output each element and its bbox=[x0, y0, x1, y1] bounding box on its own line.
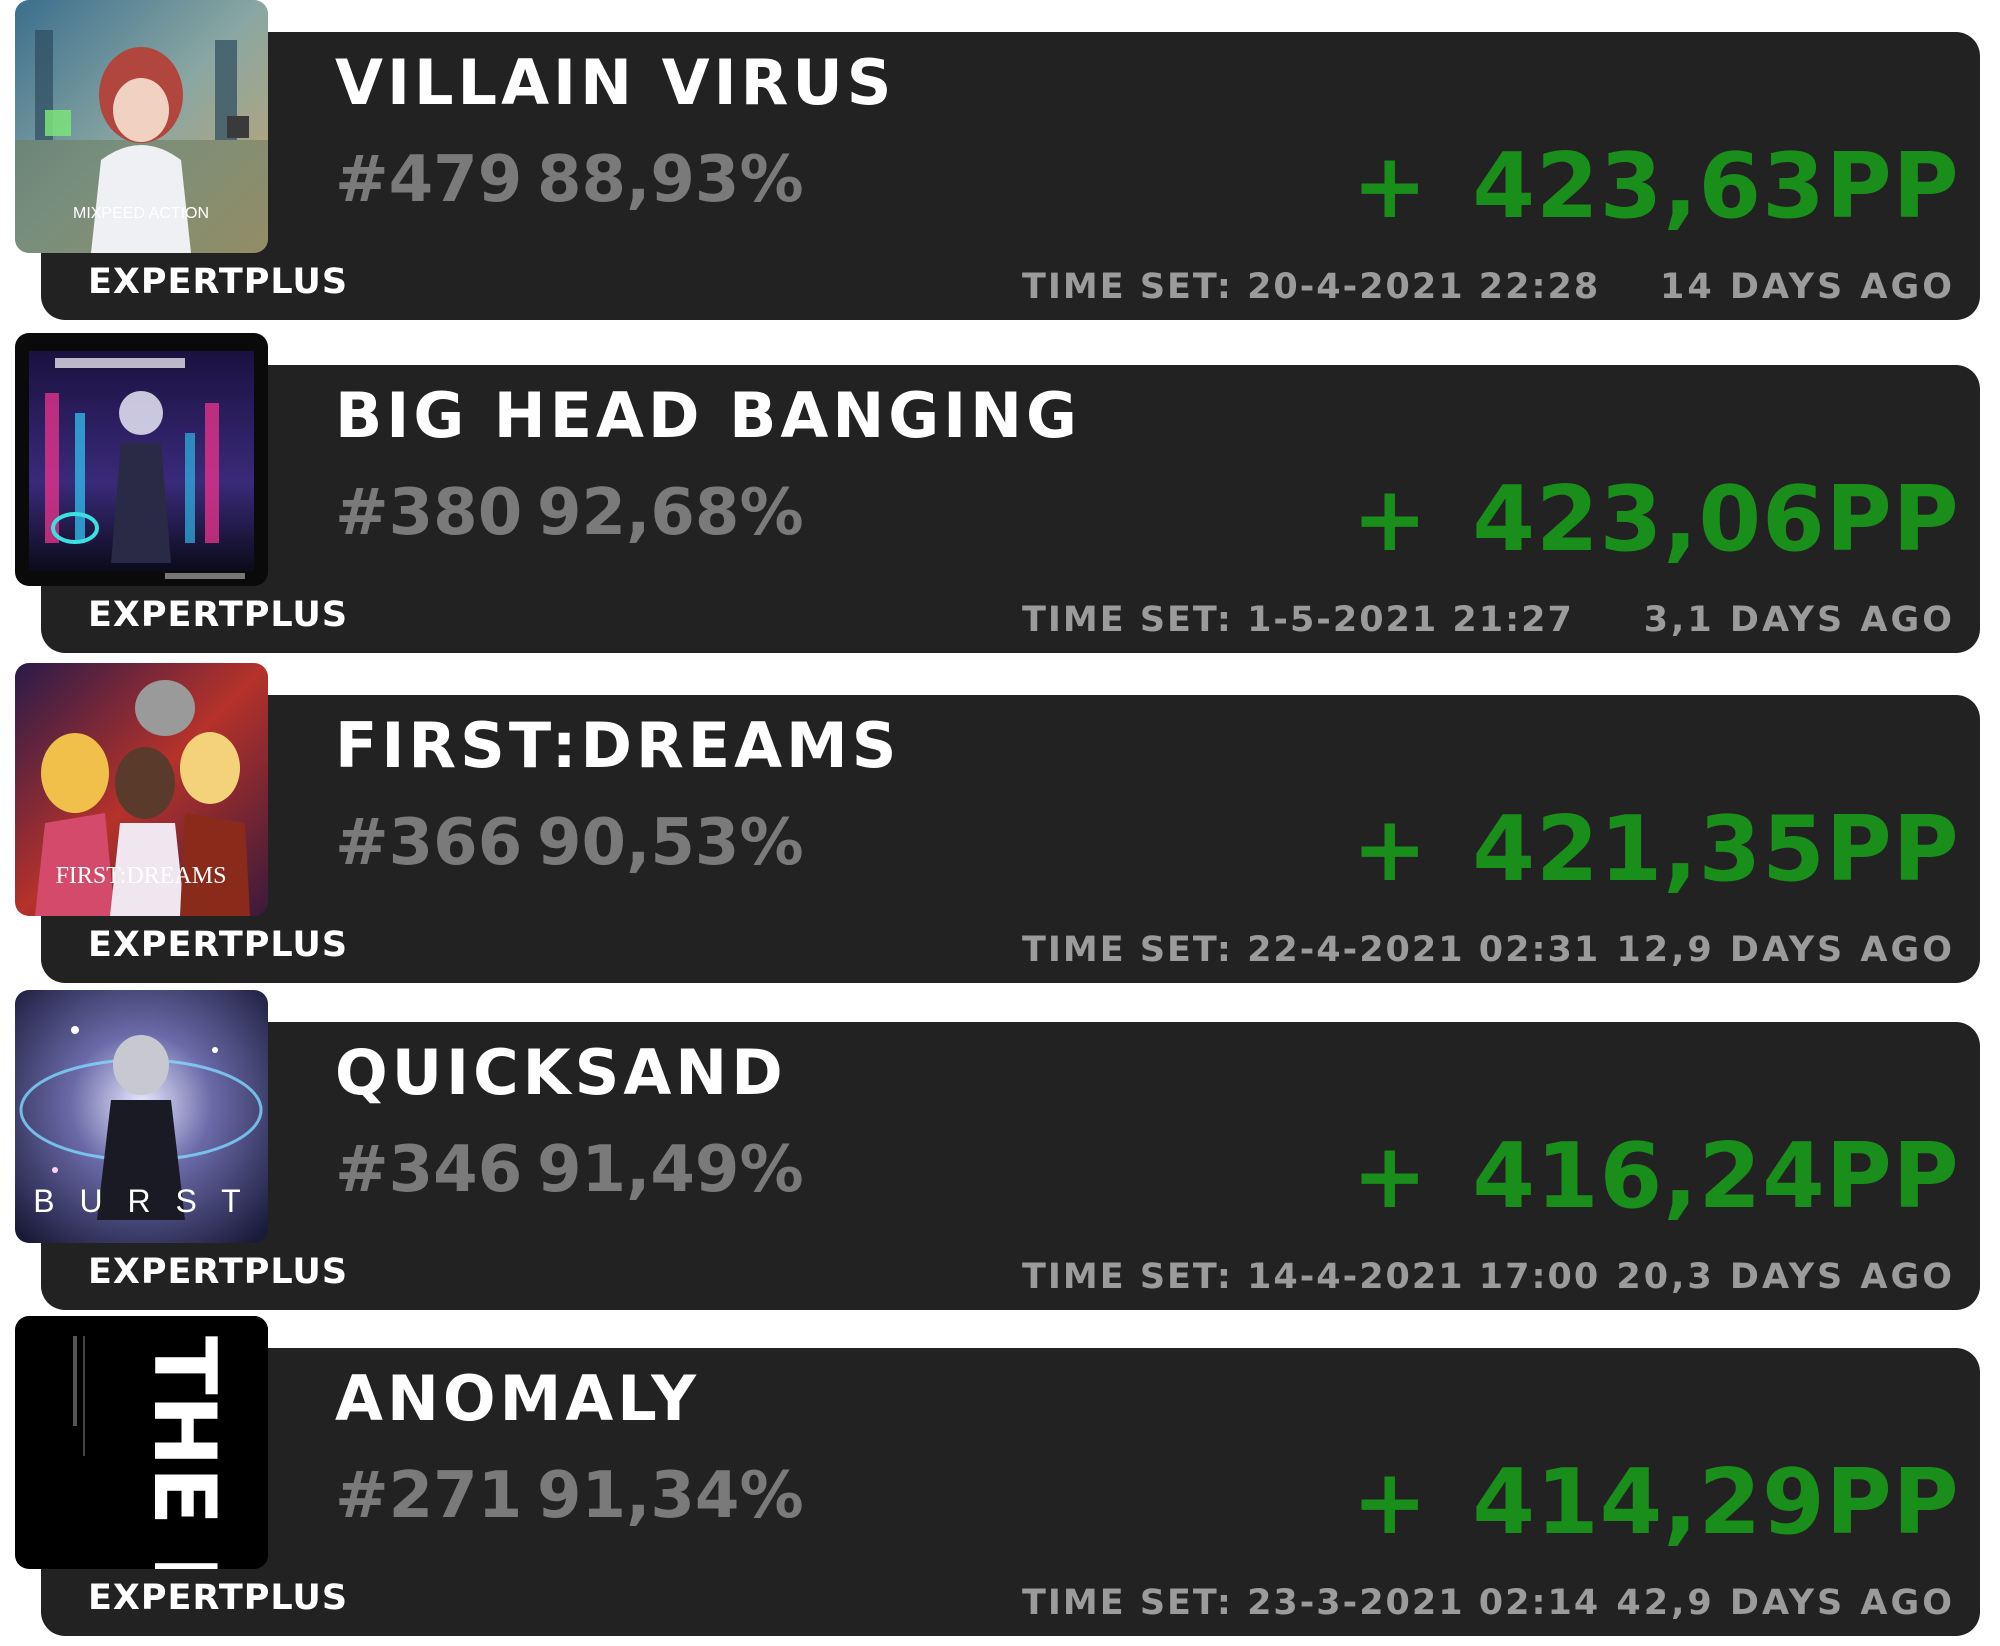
time-set: TIME SET: 22-4-2021 02:31 bbox=[1022, 930, 1601, 970]
score-card[interactable] bbox=[41, 32, 1980, 320]
pp-plus-sign: + bbox=[1352, 797, 1429, 902]
accuracy-value: 91,34% bbox=[537, 1459, 804, 1533]
pp-plus-sign: + bbox=[1352, 1124, 1429, 1229]
pp-gain: +416,24PP bbox=[1352, 1132, 1960, 1222]
score-row[interactable]: FIRST:DREAMS FIRST:DREAMS #366 90,53% +4… bbox=[0, 663, 2000, 988]
song-title: FIRST:DREAMS bbox=[335, 709, 901, 782]
rank-value: #479 bbox=[335, 143, 523, 217]
score-card[interactable] bbox=[41, 1022, 1980, 1310]
song-title: ANOMALY bbox=[335, 1362, 701, 1435]
cover-caption: FIRST:DREAMS bbox=[56, 863, 227, 889]
song-title: VILLAIN VIRUS bbox=[335, 46, 896, 119]
difficulty-label: EXPERTPLUS bbox=[88, 1252, 349, 1292]
time-ago: 20,3 DAYS AGO bbox=[1616, 1257, 1955, 1297]
difficulty-label: EXPERTPLUS bbox=[88, 1578, 349, 1618]
pp-value: 421,35PP bbox=[1472, 797, 1960, 902]
score-row[interactable]: MIXPEED ACTION VILLAIN VIRUS #479 88,93%… bbox=[0, 0, 2000, 325]
album-cover bbox=[15, 333, 268, 586]
accuracy-value: 92,68% bbox=[537, 476, 804, 550]
score-card[interactable] bbox=[41, 1348, 1980, 1636]
accuracy-value: 90,53% bbox=[537, 806, 804, 880]
difficulty-label: EXPERTPLUS bbox=[88, 262, 349, 302]
difficulty-label: EXPERTPLUS bbox=[88, 595, 349, 635]
rank-value: #346 bbox=[335, 1133, 523, 1207]
album-cover-art bbox=[15, 333, 268, 586]
album-cover-art: THE BOSS bbox=[15, 1316, 268, 1569]
pp-gain: +423,63PP bbox=[1352, 142, 1960, 232]
album-cover-art: FIRST:DREAMS bbox=[15, 663, 268, 916]
album-cover-art: B U R S T bbox=[15, 990, 268, 1243]
cover-caption: B U R S T bbox=[33, 1183, 248, 1219]
score-row[interactable]: BIG HEAD BANGING #380 92,68% +423,06PP E… bbox=[0, 333, 2000, 658]
time-ago: 12,9 DAYS AGO bbox=[1616, 930, 1955, 970]
time-set: TIME SET: 23-3-2021 02:14 bbox=[1022, 1583, 1601, 1623]
song-title: QUICKSAND bbox=[335, 1036, 787, 1109]
time-set: TIME SET: 20-4-2021 22:28 bbox=[1022, 267, 1601, 307]
score-row[interactable]: B U R S T QUICKSAND #346 91,49% +416,24P… bbox=[0, 990, 2000, 1315]
album-cover: MIXPEED ACTION bbox=[15, 0, 268, 253]
pp-gain: +414,29PP bbox=[1352, 1458, 1960, 1548]
accuracy-value: 88,93% bbox=[537, 143, 804, 217]
difficulty-label: EXPERTPLUS bbox=[88, 925, 349, 965]
pp-plus-sign: + bbox=[1352, 1450, 1429, 1555]
song-title: BIG HEAD BANGING bbox=[335, 379, 1081, 452]
pp-gain: +421,35PP bbox=[1352, 805, 1960, 895]
time-ago: 14 DAYS AGO bbox=[1660, 267, 1955, 307]
rank-value: #271 bbox=[335, 1459, 523, 1533]
score-row[interactable]: THE BOSS ANOMALY #271 91,34% +414,29PP E… bbox=[0, 1316, 2000, 1641]
score-card[interactable] bbox=[41, 695, 1980, 983]
album-cover: FIRST:DREAMS bbox=[15, 663, 268, 916]
time-ago: 42,9 DAYS AGO bbox=[1616, 1583, 1955, 1623]
album-cover: THE BOSS bbox=[15, 1316, 268, 1569]
pp-gain: +423,06PP bbox=[1352, 475, 1960, 565]
cover-caption: MIXPEED ACTION bbox=[73, 205, 209, 222]
pp-plus-sign: + bbox=[1352, 467, 1429, 572]
album-cover-art: MIXPEED ACTION bbox=[15, 0, 268, 253]
time-set: TIME SET: 1-5-2021 21:27 bbox=[1022, 600, 1574, 640]
pp-value: 423,63PP bbox=[1472, 134, 1960, 239]
time-set: TIME SET: 14-4-2021 17:00 bbox=[1022, 1257, 1601, 1297]
rank-value: #366 bbox=[335, 806, 523, 880]
pp-value: 414,29PP bbox=[1472, 1450, 1960, 1555]
pp-value: 423,06PP bbox=[1472, 467, 1960, 572]
pp-value: 416,24PP bbox=[1472, 1124, 1960, 1229]
accuracy-value: 91,49% bbox=[537, 1133, 804, 1207]
rank-value: #380 bbox=[335, 476, 523, 550]
time-ago: 3,1 DAYS AGO bbox=[1643, 600, 1955, 640]
score-card[interactable] bbox=[41, 365, 1980, 653]
pp-plus-sign: + bbox=[1352, 134, 1429, 239]
cover-caption: THE BOSS bbox=[134, 1336, 234, 1569]
album-cover: B U R S T bbox=[15, 990, 268, 1243]
